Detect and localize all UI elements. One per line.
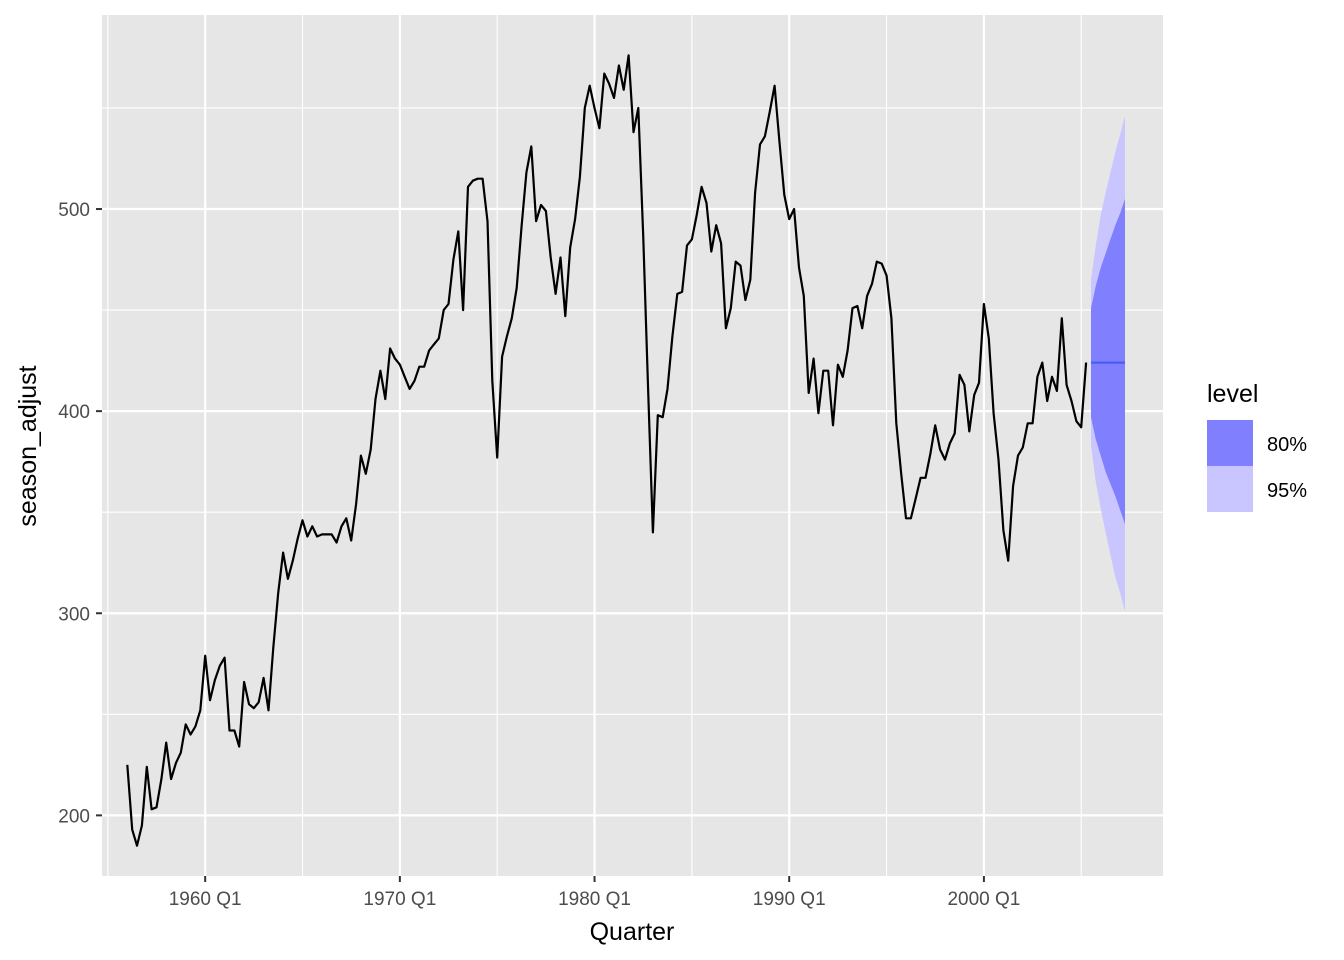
grid-minor <box>102 15 1163 876</box>
plot-panel <box>102 15 1163 876</box>
y-tick-label: 400 <box>58 402 90 423</box>
series-lines <box>126 54 1125 847</box>
x-axis-title: Quarter <box>590 918 675 946</box>
y-tick-label: 500 <box>58 200 90 221</box>
x-tick-label: 1970 Q1 <box>363 889 436 910</box>
x-tick-label: 1990 Q1 <box>753 889 826 910</box>
x-tick-label: 1980 Q1 <box>558 889 631 910</box>
legend-key-95 <box>1207 466 1253 512</box>
y-axis-title: season_adjust <box>14 365 42 526</box>
legend-title: level <box>1207 380 1258 408</box>
x-tick-label: 1960 Q1 <box>169 889 242 910</box>
y-axis: 200 300 400 500 <box>58 200 102 827</box>
legend-key-80 <box>1207 420 1253 466</box>
grid-major <box>102 15 1163 876</box>
legend-label-95: 95% <box>1267 480 1307 502</box>
y-tick-label: 200 <box>58 806 90 827</box>
x-tick-label: 2000 Q1 <box>947 889 1020 910</box>
legend: level 80% 95% <box>1207 380 1307 512</box>
series-line <box>126 54 1088 847</box>
legend-label-80: 80% <box>1267 434 1307 456</box>
x-axis: 1960 Q1 1970 Q1 1980 Q1 1990 Q1 2000 Q1 <box>169 876 1020 910</box>
y-tick-label: 300 <box>58 604 90 625</box>
